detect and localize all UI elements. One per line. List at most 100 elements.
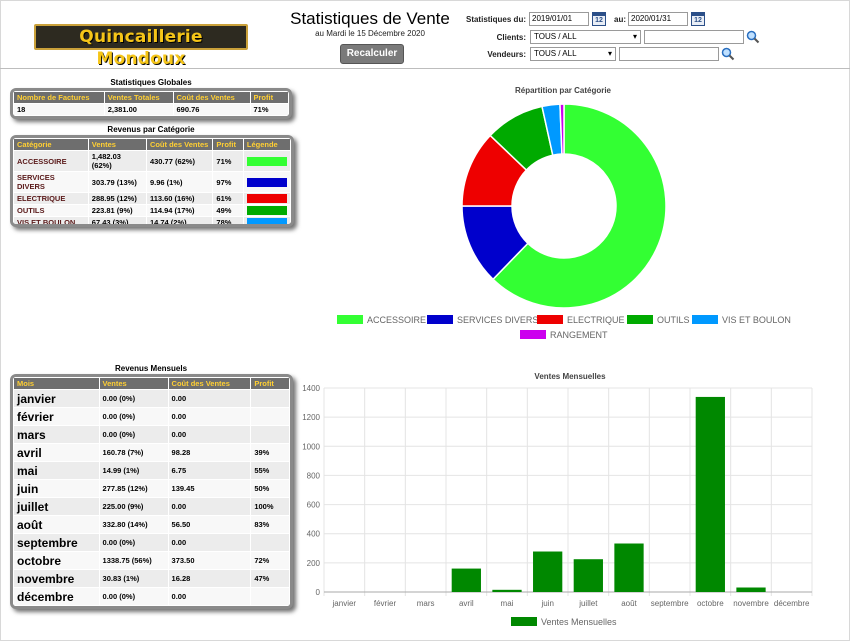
month-profit: 83% — [250, 515, 290, 534]
chevron-down-icon: ▾ — [632, 32, 637, 41]
date-from-input[interactable]: 2019/01/01 — [529, 12, 589, 26]
legend-label[interactable]: Ventes Mensuelles — [541, 617, 617, 627]
month-ventes: 30.83 (1%) — [98, 569, 169, 588]
table-row: juin 277.85 (12%) 139.45 50% — [13, 479, 290, 498]
y-tick-label: 0 — [316, 588, 321, 597]
bar-octobre[interactable] — [695, 396, 725, 592]
donut-chart-title: Répartition par Catégorie — [514, 86, 611, 95]
month-name: avril — [13, 443, 100, 462]
month-name: janvier — [13, 389, 100, 408]
bar-juin[interactable] — [533, 551, 563, 592]
table-row: décembre 0.00 (0%) 0.00 — [13, 587, 290, 606]
legend-swatch — [246, 156, 287, 166]
table-row: juillet 225.00 (9%) 0.00 100% — [13, 497, 290, 516]
month-cout: 6.75 — [167, 461, 252, 480]
category-profit: 49% — [212, 204, 244, 217]
legend-swatch — [246, 177, 287, 187]
calendar-to-icon[interactable]: 12 — [691, 12, 705, 26]
legend-label: ELECTRIQUE — [567, 315, 625, 325]
legend-item[interactable]: OUTILS — [627, 315, 690, 325]
month-cout: 98.28 — [167, 443, 252, 462]
month-profit: 50% — [250, 479, 290, 498]
category-name: ACCESSOIRE — [13, 150, 89, 172]
date-to-input[interactable]: 2020/01/31 — [628, 12, 688, 26]
donut-slice-rangement[interactable] — [559, 103, 565, 155]
legend-swatch — [627, 315, 653, 324]
month-name: décembre — [13, 587, 100, 606]
month-profit — [250, 587, 290, 606]
month-cout: 16.28 — [167, 569, 252, 588]
bar-avril[interactable] — [451, 568, 481, 592]
vendeurs-select-value: TOUS / ALL — [534, 49, 577, 58]
month-ventes: 225.00 (9%) — [98, 497, 169, 516]
donut-slice-accessoire[interactable] — [491, 103, 667, 309]
bar-mai[interactable] — [492, 589, 522, 592]
category-cout: 430.77 (62%) — [145, 150, 214, 172]
month-cout: 0.00 — [167, 407, 252, 426]
category-name: VIS ET BOULON — [13, 216, 89, 224]
bar-juillet[interactable] — [573, 559, 603, 592]
month-profit — [250, 425, 290, 444]
clients-select-value: TOUS / ALL — [534, 32, 577, 41]
global-stats-caption: Statistiques Globales — [110, 78, 192, 87]
category-profit: 61% — [212, 192, 244, 205]
month-ventes: 332.80 (14%) — [98, 515, 169, 534]
month-ventes: 0.00 (0%) — [98, 425, 169, 444]
category-legend-cell — [242, 150, 291, 172]
bar-août[interactable] — [614, 543, 644, 592]
col-header: Coût des Ventes — [145, 138, 214, 151]
month-cout: 0.00 — [167, 587, 252, 606]
legend-item[interactable]: ACCESSOIRE — [337, 315, 426, 325]
table-row: SERVICES DIVERS 303.79 (13%) 9.96 (1%) 97% — [13, 171, 291, 193]
clients-search-input[interactable] — [644, 30, 744, 44]
legend-item[interactable]: SERVICES DIVERS — [427, 315, 538, 325]
category-legend-cell — [242, 192, 291, 205]
month-cout: 0.00 — [167, 533, 252, 552]
month-cout: 56.50 — [167, 515, 252, 534]
col-header: Catégorie — [13, 138, 89, 151]
legend-label: ACCESSOIRE — [367, 315, 427, 325]
page-title: Statistiques de Vente — [290, 9, 450, 28]
category-profit: 71% — [212, 150, 244, 172]
col-header: Ventes Totales — [103, 91, 174, 104]
clients-search-icon[interactable] — [746, 30, 760, 44]
clients-select[interactable]: TOUS / ALL ▾ — [530, 30, 641, 44]
month-ventes: 0.00 (0%) — [98, 587, 169, 606]
vendeurs-select[interactable]: TOUS / ALL ▾ — [530, 47, 616, 61]
bar-novembre[interactable] — [736, 587, 766, 592]
category-legend-cell — [242, 216, 291, 224]
category-ventes: 303.79 (13%) — [87, 171, 147, 193]
month-cout: 0.00 — [167, 389, 252, 408]
table-row: mai 14.99 (1%) 6.75 55% — [13, 461, 290, 480]
legend-item[interactable]: RANGEMENT — [520, 330, 608, 340]
month-name: mars — [13, 425, 100, 444]
recalculate-button[interactable]: Recalculer — [340, 44, 404, 64]
category-ventes: 288.95 (12%) — [87, 192, 147, 205]
month-ventes: 0.00 (0%) — [98, 533, 169, 552]
month-name: novembre — [13, 569, 100, 588]
category-stats-table: Catégorie Ventes Coût des Ventes Profit … — [10, 135, 294, 227]
legend-item[interactable]: VIS ET BOULON — [692, 315, 791, 325]
y-tick-label: 600 — [307, 501, 321, 510]
x-tick-label: septembre — [651, 599, 689, 608]
table-row: ELECTRIQUE 288.95 (12%) 113.60 (16%) 61% — [13, 192, 291, 205]
category-cout: 113.60 (16%) — [145, 192, 214, 205]
legend-swatch — [427, 315, 453, 324]
legend-swatch — [520, 330, 546, 339]
legend-item[interactable]: ELECTRIQUE — [537, 315, 625, 325]
factures-count: 18 — [13, 103, 105, 116]
vendeurs-search-icon[interactable] — [721, 47, 735, 61]
page-subtitle: au Mardi le 15 Décembre 2020 — [315, 29, 425, 38]
category-profit: 78% — [212, 216, 244, 224]
col-header: Ventes — [98, 377, 169, 390]
month-cout: 0.00 — [167, 425, 252, 444]
x-tick-label: août — [621, 599, 637, 608]
calendar-from-icon[interactable]: 12 — [592, 12, 606, 26]
category-name: OUTILS — [13, 204, 89, 217]
table-row: 18 2,381.00 690.76 71% — [13, 103, 289, 116]
vendeurs-search-input[interactable] — [619, 47, 719, 61]
month-ventes: 160.78 (7%) — [98, 443, 169, 462]
month-profit: 100% — [250, 497, 290, 516]
cout-ventes: 690.76 — [172, 103, 251, 116]
x-tick-label: juillet — [578, 599, 598, 608]
